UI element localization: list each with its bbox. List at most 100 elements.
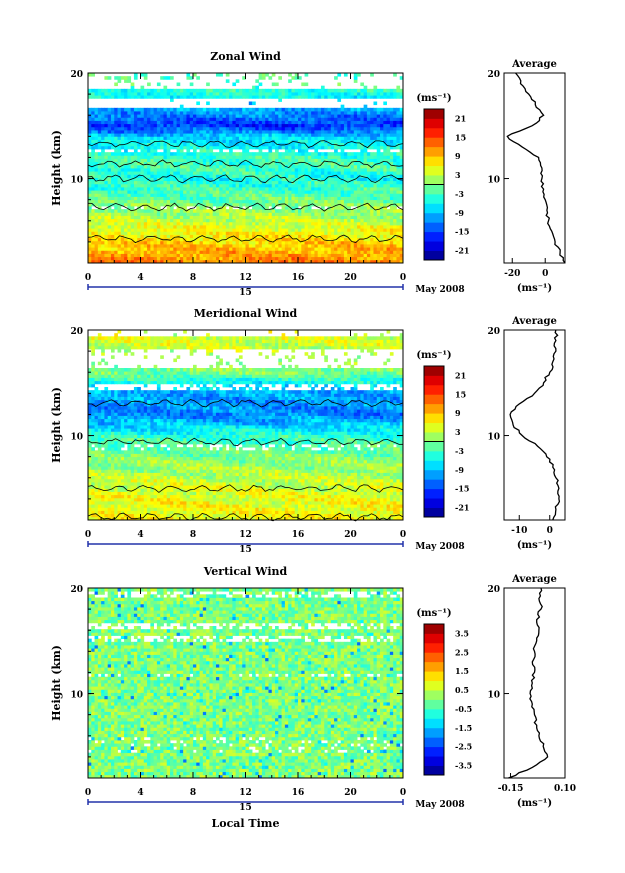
- heatmap-cell: [334, 145, 338, 150]
- heatmap-cell: [288, 228, 292, 232]
- heatmap-cell: [104, 171, 109, 175]
- heatmap-cell: [370, 244, 374, 248]
- heatmap-cell: [120, 225, 125, 229]
- heatmap-cell: [215, 73, 220, 77]
- heatmap-cell: [304, 145, 309, 150]
- heatmap-cell: [334, 120, 338, 125]
- heatmap-cell: [360, 149, 365, 153]
- heatmap-cell: [268, 155, 273, 159]
- heatmap-cell: [147, 130, 151, 134]
- heatmap-cell: [343, 202, 348, 207]
- heatmap-cell: [245, 221, 250, 226]
- heatmap-cell: [114, 215, 118, 220]
- heatmap-cell: [199, 123, 204, 128]
- heatmap-cell: [140, 253, 145, 258]
- heatmap-cell: [124, 180, 128, 185]
- heatmap-cell: [196, 155, 200, 159]
- heatmap-cell: [186, 209, 191, 213]
- heatmap-cell: [107, 155, 112, 159]
- heatmap-cell: [268, 177, 273, 182]
- heatmap-cell: [258, 247, 263, 251]
- heatmap-cell: [248, 202, 253, 207]
- heatmap-cell: [186, 168, 191, 172]
- heatmap-cell: [307, 164, 312, 169]
- heatmap-cell: [114, 142, 118, 147]
- heatmap-cell: [114, 123, 118, 128]
- heatmap-cell: [120, 256, 125, 261]
- heatmap-cell: [193, 177, 197, 182]
- heatmap-cell: [104, 120, 109, 125]
- heatmap-cell: [337, 130, 342, 134]
- heatmap-cell: [242, 209, 246, 213]
- heatmap-cell: [380, 114, 384, 118]
- heatmap-cell: [179, 234, 184, 239]
- heatmap-cell: [166, 199, 171, 204]
- heatmap-cell: [288, 259, 292, 264]
- heatmap-cell: [133, 187, 138, 191]
- heatmap-cell: [235, 158, 240, 163]
- heatmap-cell: [373, 250, 378, 254]
- heatmap-cell: [255, 231, 260, 235]
- heatmap-cell: [366, 187, 371, 191]
- heatmap-cell: [393, 107, 397, 112]
- heatmap-cell: [327, 152, 332, 156]
- heatmap-cell: [343, 193, 348, 197]
- heatmap-cell: [199, 130, 204, 134]
- heatmap-cell: [117, 253, 122, 258]
- heatmap-cell: [173, 168, 177, 172]
- heatmap-cell: [373, 164, 378, 169]
- heatmap-cell: [107, 180, 112, 185]
- heatmap-cell: [114, 209, 118, 213]
- heatmap-cell: [334, 247, 338, 251]
- heatmap-cell: [143, 215, 148, 220]
- heatmap-cell: [202, 174, 207, 178]
- heatmap-cell: [284, 193, 289, 197]
- heatmap-cell: [232, 155, 237, 159]
- heatmap-cell: [229, 212, 233, 216]
- heatmap-cell: [399, 259, 404, 264]
- heatmap-cell: [209, 171, 214, 175]
- heatmap-cell: [97, 111, 102, 115]
- heatmap-cell: [245, 111, 250, 115]
- heatmap-cell: [324, 187, 328, 191]
- heatmap-cell: [307, 136, 312, 140]
- heatmap-cell: [311, 171, 315, 175]
- heatmap-cell: [189, 240, 194, 245]
- heatmap-cell: [363, 171, 368, 175]
- heatmap-cell: [327, 187, 332, 191]
- heatmap-cell: [160, 92, 164, 96]
- heatmap-cell: [288, 253, 292, 258]
- heatmap-cell: [278, 98, 282, 102]
- heatmap-cell: [206, 88, 210, 93]
- heatmap-cell: [130, 111, 135, 115]
- heatmap-cell: [97, 126, 102, 131]
- heatmap-cell: [370, 111, 374, 115]
- heatmap-cell: [291, 225, 296, 229]
- heatmap-cell: [163, 253, 168, 258]
- heatmap-cell: [373, 221, 378, 226]
- heatmap-cell: [307, 174, 312, 178]
- heatmap-cell: [334, 107, 338, 112]
- heatmap-cell: [179, 104, 184, 109]
- heatmap-cell: [265, 95, 269, 99]
- heatmap-cell: [202, 212, 207, 216]
- heatmap-cell: [143, 225, 148, 229]
- heatmap-cell: [357, 88, 361, 93]
- heatmap-cell: [232, 133, 237, 137]
- heatmap-cell: [183, 196, 187, 201]
- heatmap-cell: [242, 221, 246, 226]
- heatmap-cell: [265, 225, 269, 229]
- heatmap-cell: [209, 92, 214, 96]
- heatmap-cell: [166, 123, 171, 128]
- heatmap-cell: [166, 206, 171, 210]
- heatmap-cell: [193, 158, 197, 163]
- heatmap-cell: [347, 88, 351, 93]
- heatmap-cell: [147, 225, 151, 229]
- heatmap-cell: [258, 193, 263, 197]
- heatmap-cell: [307, 193, 312, 197]
- heatmap-cell: [294, 231, 299, 235]
- heatmap-cell: [156, 206, 161, 210]
- heatmap-cell: [347, 190, 351, 194]
- heatmap-cell: [301, 177, 305, 182]
- heatmap-cell: [97, 196, 102, 201]
